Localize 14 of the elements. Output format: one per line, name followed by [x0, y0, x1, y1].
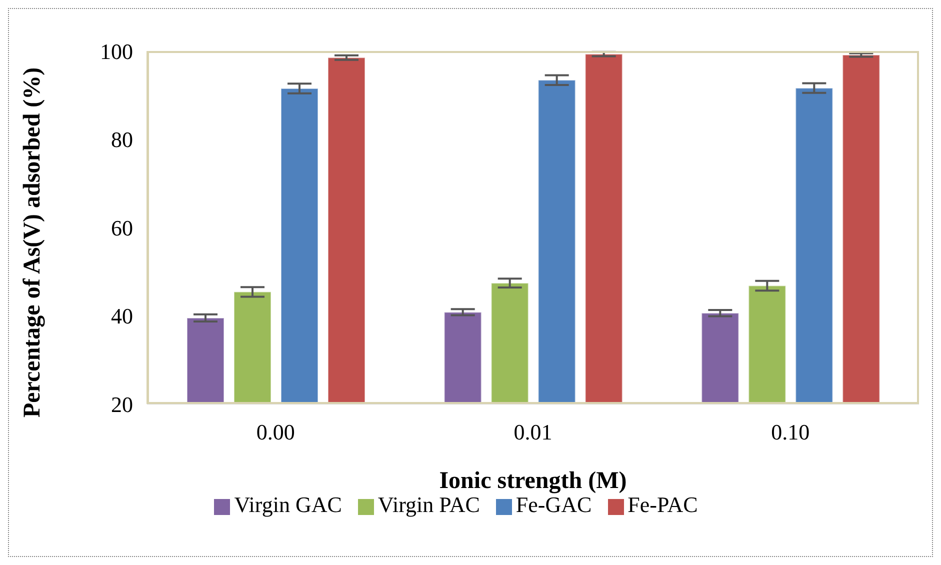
legend-label: Virgin PAC — [378, 492, 480, 517]
y-tick-label: 80 — [111, 127, 133, 152]
y-tick-label: 100 — [100, 38, 133, 64]
x-tick-label: 0.10 — [771, 420, 810, 445]
x-tick-label: 0.00 — [256, 420, 295, 445]
y-axis-title: Percentage of As(V) adsorbed (%) — [20, 67, 46, 418]
x-axis-title: Ionic strength (M) — [439, 468, 627, 494]
y-tick-label: 20 — [111, 392, 133, 417]
legend-label: Fe-PAC — [628, 492, 698, 517]
legend-label: Fe-GAC — [516, 492, 592, 517]
x-tick-label: 0.01 — [514, 420, 552, 445]
legend-label: Virgin GAC — [234, 492, 342, 517]
y-tick-label: 40 — [111, 304, 133, 329]
y-tick-label: 60 — [111, 215, 133, 240]
